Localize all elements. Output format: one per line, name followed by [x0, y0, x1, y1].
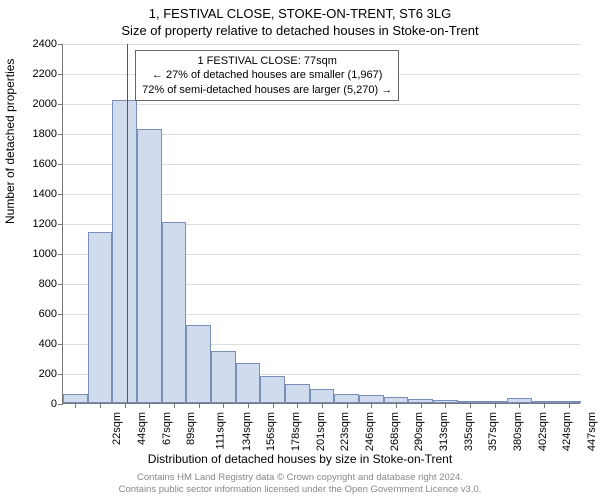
xtick-mark: [396, 403, 397, 408]
xtick-label: 357sqm: [487, 412, 499, 451]
xtick-label: 290sqm: [413, 412, 425, 451]
ytick-mark: [58, 374, 63, 375]
attribution-line2: Contains public sector information licen…: [119, 484, 482, 495]
histogram-bar: [310, 389, 335, 403]
ytick-mark: [58, 284, 63, 285]
xtick-mark: [75, 403, 76, 408]
ytick-mark: [58, 134, 63, 135]
x-axis-label: Distribution of detached houses by size …: [0, 452, 600, 466]
histogram-bar: [63, 394, 88, 403]
histogram-bar: [334, 394, 359, 403]
xtick-label: 111sqm: [215, 412, 227, 450]
xtick-mark: [223, 403, 224, 408]
xtick-label: 268sqm: [389, 412, 401, 451]
xtick-label: 178sqm: [290, 412, 302, 451]
chart-title-line1: 1, FESTIVAL CLOSE, STOKE-ON-TRENT, ST6 3…: [0, 6, 600, 21]
xtick-label: 44sqm: [136, 412, 148, 445]
histogram-bar: [260, 376, 285, 403]
xtick-mark: [174, 403, 175, 408]
xtick-mark: [297, 403, 298, 408]
ytick-label: 2400: [7, 38, 57, 50]
ytick-mark: [58, 254, 63, 255]
xtick-mark: [445, 403, 446, 408]
ytick-label: 400: [7, 338, 57, 350]
histogram-bar: [112, 100, 137, 403]
annotation-line: ← 27% of detached houses are smaller (1,…: [142, 68, 392, 82]
xtick-label: 246sqm: [364, 412, 376, 451]
xtick-label: 223sqm: [339, 412, 351, 451]
xtick-label: 89sqm: [185, 412, 197, 445]
annotation-box: 1 FESTIVAL CLOSE: 77sqm← 27% of detached…: [135, 50, 399, 101]
annotation-line: 72% of semi-detached houses are larger (…: [142, 83, 392, 97]
xtick-mark: [273, 403, 274, 408]
xtick-label: 67sqm: [161, 412, 173, 445]
ytick-mark: [58, 344, 63, 345]
histogram-bar: [88, 232, 113, 403]
xtick-mark: [371, 403, 372, 408]
ytick-label: 1800: [7, 128, 57, 140]
xtick-label: 201sqm: [315, 412, 327, 451]
xtick-mark: [199, 403, 200, 408]
xtick-mark: [569, 403, 570, 408]
histogram-bar: [236, 363, 261, 404]
xtick-mark: [495, 403, 496, 408]
xtick-mark: [149, 403, 150, 408]
histogram-bar: [359, 395, 384, 403]
ytick-mark: [58, 104, 63, 105]
xtick-label: 424sqm: [561, 412, 573, 451]
ytick-label: 1200: [7, 218, 57, 230]
xtick-mark: [125, 403, 126, 408]
plot-area: 1 FESTIVAL CLOSE: 77sqm← 27% of detached…: [62, 44, 580, 404]
xtick-label: 335sqm: [463, 412, 475, 451]
xtick-label: 134sqm: [241, 412, 253, 451]
ytick-label: 800: [7, 278, 57, 290]
xtick-label: 402sqm: [537, 412, 549, 451]
ytick-label: 0: [7, 398, 57, 410]
ytick-mark: [58, 404, 63, 405]
chart-title-line2: Size of property relative to detached ho…: [0, 23, 600, 38]
histogram-bar: [186, 325, 211, 403]
xtick-mark: [322, 403, 323, 408]
ytick-label: 200: [7, 368, 57, 380]
histogram-bar: [211, 351, 236, 404]
xtick-label: 380sqm: [512, 412, 524, 451]
attribution-line1: Contains HM Land Registry data © Crown c…: [137, 472, 463, 483]
ytick-mark: [58, 74, 63, 75]
xtick-mark: [519, 403, 520, 408]
ytick-label: 2000: [7, 98, 57, 110]
ytick-label: 1600: [7, 158, 57, 170]
xtick-label: 313sqm: [438, 412, 450, 451]
ytick-mark: [58, 314, 63, 315]
gridline: [63, 104, 580, 105]
histogram-bar: [285, 384, 310, 404]
ytick-mark: [58, 164, 63, 165]
xtick-label: 447sqm: [586, 412, 598, 451]
ytick-label: 600: [7, 308, 57, 320]
ytick-mark: [58, 44, 63, 45]
attribution-text: Contains HM Land Registry data © Crown c…: [0, 472, 600, 496]
xtick-mark: [347, 403, 348, 408]
histogram-bar: [137, 129, 162, 404]
xtick-label: 22sqm: [111, 412, 123, 445]
xtick-mark: [544, 403, 545, 408]
xtick-mark: [248, 403, 249, 408]
ytick-mark: [58, 194, 63, 195]
xtick-mark: [421, 403, 422, 408]
reference-line: [127, 44, 128, 403]
ytick-label: 2200: [7, 68, 57, 80]
ytick-mark: [58, 224, 63, 225]
annotation-line: 1 FESTIVAL CLOSE: 77sqm: [142, 54, 392, 68]
gridline: [63, 44, 580, 45]
xtick-label: 156sqm: [265, 412, 277, 451]
xtick-mark: [470, 403, 471, 408]
ytick-label: 1400: [7, 188, 57, 200]
ytick-label: 1000: [7, 248, 57, 260]
xtick-mark: [100, 403, 101, 408]
histogram-bar: [162, 222, 187, 404]
